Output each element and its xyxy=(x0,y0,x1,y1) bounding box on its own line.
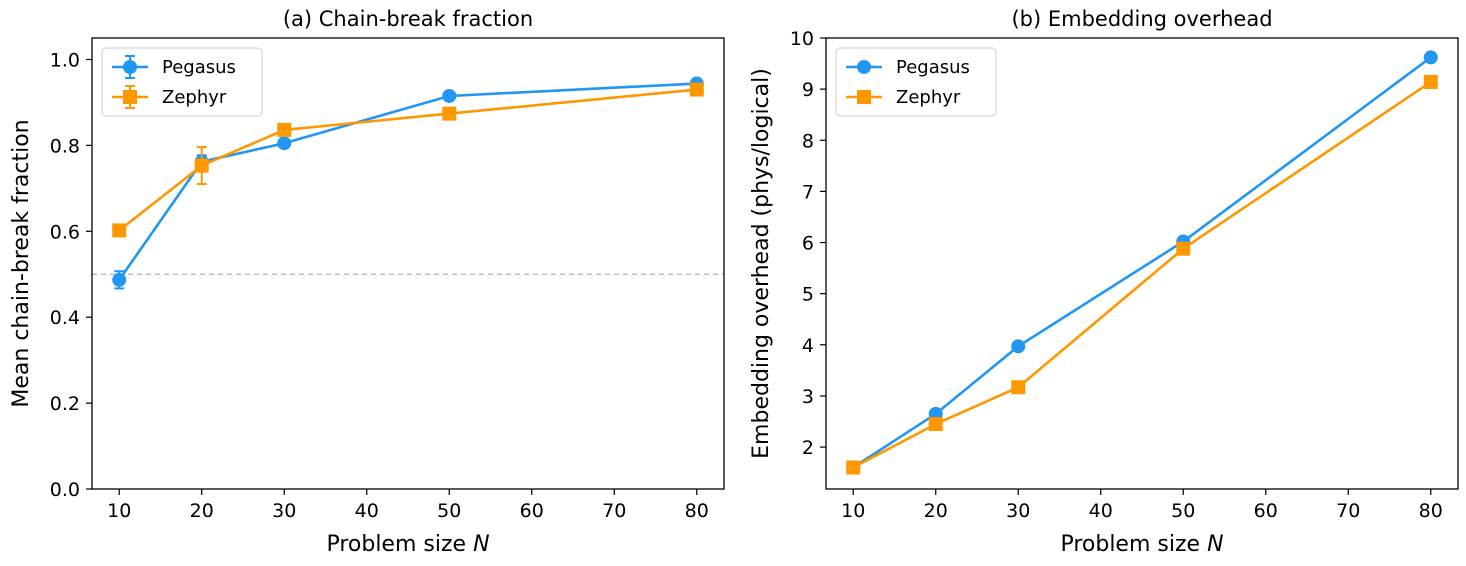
panel-a-x-tick-label: 20 xyxy=(190,500,214,522)
panel-b: (b) Embedding overhead 10 20 30 40 50 60 70 80 2 3… xyxy=(749,7,1459,557)
panel-a-x-tick-label: 70 xyxy=(602,500,626,522)
panel-a-zephyr-point xyxy=(689,82,704,97)
panel-a-legend-pegasus-label: Pegasus xyxy=(162,57,236,78)
panel-a-y-tick-label: 0.8 xyxy=(50,135,80,157)
panel-a-x-tick-label: 10 xyxy=(107,500,131,522)
panel-b-y-tick-label: 7 xyxy=(802,181,814,203)
panel-b-x-tick-label: 40 xyxy=(1089,500,1113,522)
panel-b-zephyr-point xyxy=(1423,74,1438,89)
panel-a-legend: Pegasus Zephyr xyxy=(101,47,263,117)
panel-b-zephyr-point xyxy=(1011,380,1026,395)
panel-a-zephyr-point xyxy=(112,223,127,238)
panel-b-zephyr-point xyxy=(846,460,861,475)
panel-a-pegasus-point xyxy=(442,88,457,103)
panel-b-pegasus-point xyxy=(1011,339,1026,354)
panel-b-pegasus-point xyxy=(1423,50,1438,65)
panel-a-axes-frame xyxy=(91,37,725,490)
panel-a-y-axis-label: Mean chain-break fraction xyxy=(9,119,34,407)
panel-a-zephyr-point xyxy=(277,122,292,137)
panel-b-legend-zephyr-marker xyxy=(857,90,871,104)
panel-a-legend-box xyxy=(101,47,263,117)
panel-a-x-tick-label: 40 xyxy=(355,500,379,522)
panel-b-legend-box xyxy=(835,47,997,117)
panel-a-y-tick-label: 0.4 xyxy=(50,307,80,329)
panel-b-y-tick-label: 9 xyxy=(802,79,814,101)
panel-a-x-tick-label: 60 xyxy=(520,500,544,522)
panel-b-x-axis-label-var: N xyxy=(1207,532,1223,557)
panel-b-zephyr-point xyxy=(1176,241,1191,256)
panel-a-y-tick-label: 0.2 xyxy=(50,393,80,415)
panel-b-zephyr-point xyxy=(928,417,943,432)
panel-b-pegasus-line xyxy=(852,56,1432,469)
panel-a-pegasus-point xyxy=(112,272,127,287)
panel-b-y-tick-label: 6 xyxy=(802,233,814,255)
panel-a-x-axis-label-var: N xyxy=(473,532,489,557)
panel-b-y-tick-label: 8 xyxy=(802,130,814,152)
panel-a-x-axis-label-text: Problem size xyxy=(326,532,466,557)
panel-b-y-tick-label: 2 xyxy=(802,437,814,459)
panel-a-pegasus-point xyxy=(277,136,292,151)
panel-b-x-axis-label-text: Problem size xyxy=(1060,532,1200,557)
panel-b-x-tick-label: 20 xyxy=(924,500,948,522)
panel-a-y-tick-label: 1.0 xyxy=(50,49,80,71)
panel-b-x-tick-label: 60 xyxy=(1254,500,1278,522)
panel-b-axes-frame xyxy=(825,37,1459,490)
panel-a-legend-pegasus-marker xyxy=(123,60,137,74)
panel-b-x-tick-label: 10 xyxy=(841,500,865,522)
panel-a-zephyr-point xyxy=(442,106,457,121)
panel-b-title: (b) Embedding overhead xyxy=(1011,7,1272,31)
panel-a-x-axis-label: Problem size N xyxy=(326,532,489,557)
panel-b-x-tick-label: 70 xyxy=(1336,500,1360,522)
panel-b-legend-pegasus-marker xyxy=(857,60,871,74)
panel-b-y-tick-label: 3 xyxy=(802,386,814,408)
panel-a-x-tick-label: 50 xyxy=(437,500,461,522)
panel-b-legend: Pegasus Zephyr xyxy=(835,47,997,117)
panel-a-x-tick-label: 30 xyxy=(272,500,296,522)
panel-b-x-axis-label: Problem size N xyxy=(1060,532,1223,557)
panel-a-y-tick-label: 0.0 xyxy=(50,479,80,501)
panel-a-y-tick-label: 0.6 xyxy=(50,221,80,243)
panel-b-y-tick-label: 10 xyxy=(790,28,814,50)
panel-b-x-tick-label: 50 xyxy=(1171,500,1195,522)
panel-b-legend-zephyr-label: Zephyr xyxy=(896,87,961,108)
panel-b-x-tick-label: 30 xyxy=(1006,500,1030,522)
panel-a-zephyr-point xyxy=(194,158,209,173)
panel-b-y-tick-label: 5 xyxy=(802,284,814,306)
panel-a: (a) Chain-break fraction 10 20 30 40 50 60 70 80… xyxy=(9,7,725,557)
panel-b-y-axis-label: Embedding overhead (phys/logical) xyxy=(749,68,774,459)
panel-b-legend-pegasus-label: Pegasus xyxy=(896,57,970,78)
panel-a-title: (a) Chain-break fraction xyxy=(283,7,533,31)
panel-b-x-tick-label: 80 xyxy=(1419,500,1443,522)
panel-a-x-tick-label: 80 xyxy=(685,500,709,522)
panel-a-legend-zephyr-label: Zephyr xyxy=(162,87,227,108)
panel-b-y-tick-label: 4 xyxy=(802,335,814,357)
panel-a-legend-zephyr-marker xyxy=(123,90,137,104)
